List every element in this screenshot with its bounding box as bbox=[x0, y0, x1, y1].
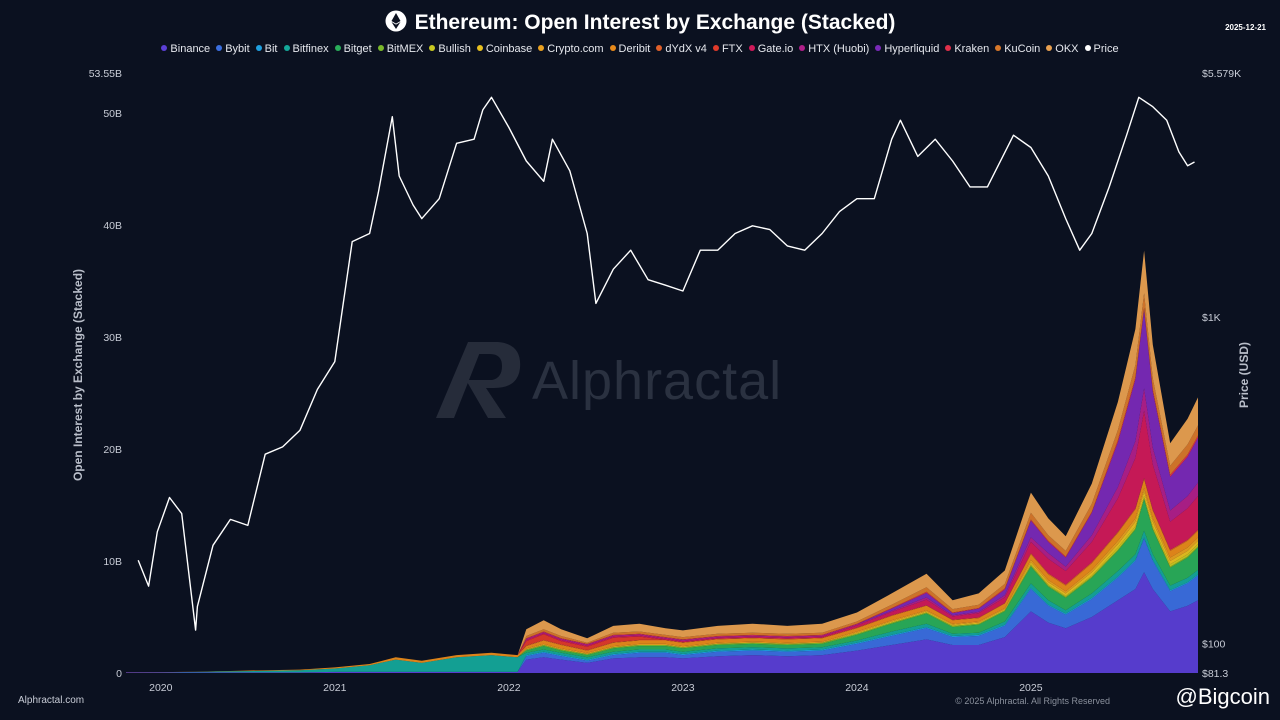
legend-label: Bitget bbox=[343, 43, 372, 55]
legend-dot-icon bbox=[1084, 45, 1091, 51]
legend-label: Bullish bbox=[438, 43, 471, 55]
legend-item[interactable]: Crypto.com bbox=[538, 43, 604, 55]
legend-item[interactable]: dYdX v4 bbox=[656, 43, 707, 55]
legend-dot-icon bbox=[995, 45, 1002, 51]
legend-item[interactable]: Bullish bbox=[429, 43, 471, 55]
y-axis-label-left: Open Interest by Exchange (Stacked) bbox=[71, 268, 85, 482]
legend-item[interactable]: FTX bbox=[712, 43, 743, 55]
legend: Binance Bybit Bit Bitfinex Bitget BitMEX Bulli… bbox=[0, 43, 1280, 55]
bigcoin-watermark: @Bigcoin bbox=[1175, 684, 1271, 709]
legend-dot-icon bbox=[875, 45, 882, 51]
legend-dot-icon bbox=[748, 45, 755, 51]
legend-label: Kraken bbox=[954, 43, 990, 55]
legend-dot-icon bbox=[476, 45, 483, 51]
legend-item[interactable]: BitMEX bbox=[377, 43, 424, 55]
legend-label: Deribit bbox=[618, 43, 651, 55]
y-tick-label: 50B bbox=[103, 108, 122, 120]
legend-item[interactable]: Coinbase bbox=[476, 43, 533, 55]
legend-item[interactable]: Deribit bbox=[609, 43, 651, 55]
y-axis-label-right: Price (USD) bbox=[1237, 341, 1251, 409]
legend-dot-icon bbox=[161, 45, 168, 51]
x-tick-label: 2020 bbox=[149, 682, 173, 694]
legend-label: Bit bbox=[264, 43, 278, 55]
area-series-gate-io bbox=[126, 410, 1198, 673]
price-line bbox=[137, 96, 1195, 631]
legend-label: Hyperliquid bbox=[884, 43, 940, 55]
x-tick-label: 2025 bbox=[1019, 682, 1043, 694]
y-tick-label: 10B bbox=[103, 556, 122, 568]
legend-item[interactable]: HTX (Huobi) bbox=[799, 43, 869, 55]
legend-dot-icon bbox=[712, 45, 719, 51]
legend-label: Binance bbox=[170, 43, 211, 55]
legend-item[interactable]: Bitfinex bbox=[283, 43, 329, 55]
chart-title: Ethereum: Open Interest by Exchange (Sta… bbox=[0, 10, 1280, 38]
alphractal-logo-icon bbox=[436, 342, 521, 418]
legend-dot-icon bbox=[255, 45, 262, 51]
watermark: Alphractal bbox=[436, 340, 856, 420]
area-series-htx-huobi- bbox=[126, 388, 1198, 673]
footer-copyright: © 2025 Alphractal. All Rights Reserved bbox=[955, 696, 1110, 706]
legend-label: BitMEX bbox=[386, 43, 424, 55]
legend-dot-icon bbox=[334, 45, 341, 51]
y-tick-label: 0 bbox=[116, 668, 122, 680]
legend-label: dYdX v4 bbox=[665, 43, 707, 55]
legend-label: FTX bbox=[721, 43, 743, 55]
legend-item[interactable]: OKX bbox=[1046, 43, 1079, 55]
legend-label: HTX (Huobi) bbox=[808, 43, 870, 55]
y-right-tick-label: $81.3 bbox=[1202, 668, 1228, 680]
ethereum-icon bbox=[385, 10, 407, 38]
legend-label: OKX bbox=[1055, 43, 1079, 55]
x-tick-label: 2021 bbox=[323, 682, 347, 694]
legend-item[interactable]: Bitget bbox=[334, 43, 372, 55]
legend-label: Crypto.com bbox=[547, 43, 604, 55]
legend-item[interactable]: Gate.io bbox=[748, 43, 794, 55]
legend-dot-icon bbox=[656, 45, 663, 51]
legend-label: Price bbox=[1093, 43, 1119, 55]
chart-title-text: Ethereum: Open Interest by Exchange (Sta… bbox=[414, 11, 896, 34]
legend-label: Bitfinex bbox=[292, 43, 329, 55]
legend-dot-icon bbox=[609, 45, 616, 51]
legend-item[interactable]: Price bbox=[1084, 43, 1119, 55]
legend-item[interactable]: Hyperliquid bbox=[875, 43, 939, 55]
legend-dot-icon bbox=[283, 45, 290, 51]
y-right-tick-label: $5.579K bbox=[1202, 68, 1241, 80]
area-series-binance bbox=[126, 572, 1198, 673]
x-tick-label: 2023 bbox=[671, 682, 695, 694]
legend-dot-icon bbox=[799, 45, 806, 51]
legend-dot-icon bbox=[429, 45, 436, 51]
x-tick-label: 2024 bbox=[845, 682, 869, 694]
y-tick-label: 40B bbox=[103, 220, 122, 232]
legend-label: Gate.io bbox=[757, 43, 794, 55]
legend-dot-icon bbox=[945, 45, 952, 51]
legend-item[interactable]: Bybit bbox=[216, 43, 250, 55]
legend-item[interactable]: Bit bbox=[255, 43, 278, 55]
legend-dot-icon bbox=[1046, 45, 1053, 51]
y-tick-label: 20B bbox=[103, 444, 122, 456]
legend-item[interactable]: KuCoin bbox=[995, 43, 1040, 55]
legend-dot-icon bbox=[216, 45, 223, 51]
y-right-tick-label: $100 bbox=[1202, 639, 1226, 651]
watermark-text: Alphractal bbox=[532, 351, 783, 411]
legend-label: Coinbase bbox=[485, 43, 533, 55]
legend-dot-icon bbox=[377, 45, 384, 51]
legend-label: Bybit bbox=[225, 43, 250, 55]
legend-item[interactable]: Binance bbox=[161, 43, 210, 55]
footer-site[interactable]: Alphractal.com bbox=[18, 695, 85, 706]
legend-dot-icon bbox=[538, 45, 545, 51]
area-series-bybit bbox=[126, 538, 1198, 673]
x-tick-label: 2022 bbox=[497, 682, 521, 694]
y-tick-label: 53.55B bbox=[89, 68, 122, 80]
y-right-tick-label: $1K bbox=[1202, 312, 1221, 324]
y-tick-label: 30B bbox=[103, 332, 122, 344]
date-label: 2025-12-21 bbox=[1225, 23, 1266, 32]
legend-item[interactable]: Kraken bbox=[945, 43, 989, 55]
legend-label: KuCoin bbox=[1004, 43, 1041, 55]
